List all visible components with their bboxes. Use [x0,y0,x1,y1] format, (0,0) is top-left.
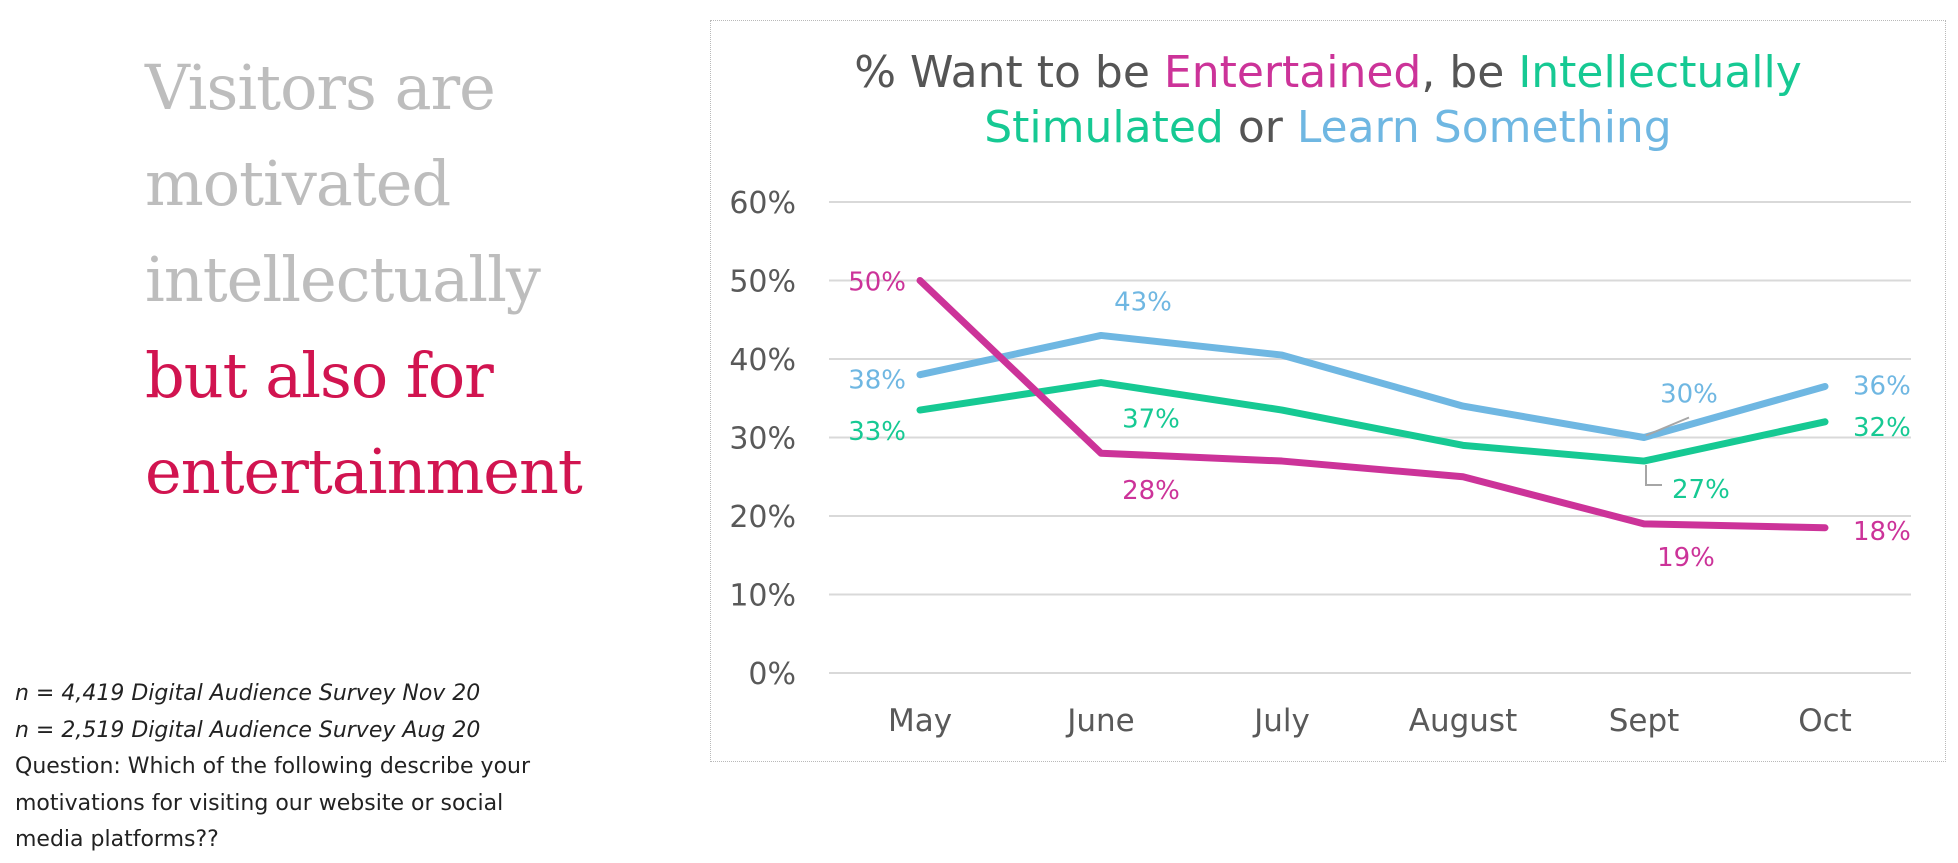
x-tick-label: June [1065,703,1135,739]
data-label: 18% [1853,517,1911,547]
data-label: 30% [1660,380,1718,410]
title-part-learn-something: Learn Something [1296,102,1672,153]
sample-size-note-1: n = 4,419 Digital Audience Survey Nov 20 [15,681,481,706]
data-label: 36% [1853,371,1911,401]
x-tick-label: July [1252,703,1310,739]
headline-line-3: intellectually [145,243,541,316]
leader-line [1645,416,1690,437]
leader-line [1645,465,1662,487]
x-tick-label: Sept [1609,703,1680,739]
line-chart: 0% 10% 20% 30% 40% 50% 60% May June July August Sep… [729,186,1911,739]
headline-line-5: entertainment [145,435,583,508]
data-label: 37% [1122,405,1180,435]
y-tick-label: 10% [729,579,796,614]
series-line-learn-something [916,331,1829,441]
x-tick-label: Oct [1798,703,1852,739]
sample-size-note-2: n = 2,519 Digital Audience Survey Aug 20 [15,717,481,743]
y-tick-label: 40% [729,343,796,378]
data-label: 43% [1114,287,1172,317]
x-tick-label: August [1409,703,1518,739]
x-tick-label: May [888,703,952,739]
y-tick-label: 50% [729,265,796,300]
headline-line-2: motivated [145,147,451,220]
line-chart-panel: % Want to be Entertained, be Intellectua… [710,20,1946,762]
data-label: 38% [848,366,906,396]
data-label: 50% [848,268,906,298]
series-line-intellectually-stimulated [916,379,1829,465]
y-tick-label: 20% [729,500,796,535]
title-part-entertained: Entertained [1163,47,1422,98]
survey-question: Question: Which of the following describ… [15,754,531,852]
headline-line-1: Visitors are [145,51,496,124]
y-tick-label: 30% [729,422,796,457]
data-label: 19% [1657,543,1715,573]
title-part-or: or [1223,102,1297,153]
data-label: 28% [1122,476,1180,506]
title-part-be: , be [1421,47,1519,98]
title-part-intellectually: Intellectually [1518,47,1802,98]
survey-notes: n = 4,419 Digital Audience Survey Nov 20… [15,676,575,859]
y-tick-label: 60% [729,186,796,221]
data-label: 32% [1853,413,1911,443]
headline-line-4: but also for [145,339,494,412]
data-label: 33% [848,417,906,447]
series-line-entertained [916,277,1829,532]
y-tick-label: 0% [748,657,796,692]
data-label: 27% [1672,475,1730,505]
title-part-prefix: % Want to be [854,47,1164,98]
title-part-stimulated: Stimulated [984,102,1224,153]
headline: Visitors are motivated intellectually bu… [145,40,605,520]
chart-title: % Want to be Entertained, be Intellectua… [711,45,1945,155]
